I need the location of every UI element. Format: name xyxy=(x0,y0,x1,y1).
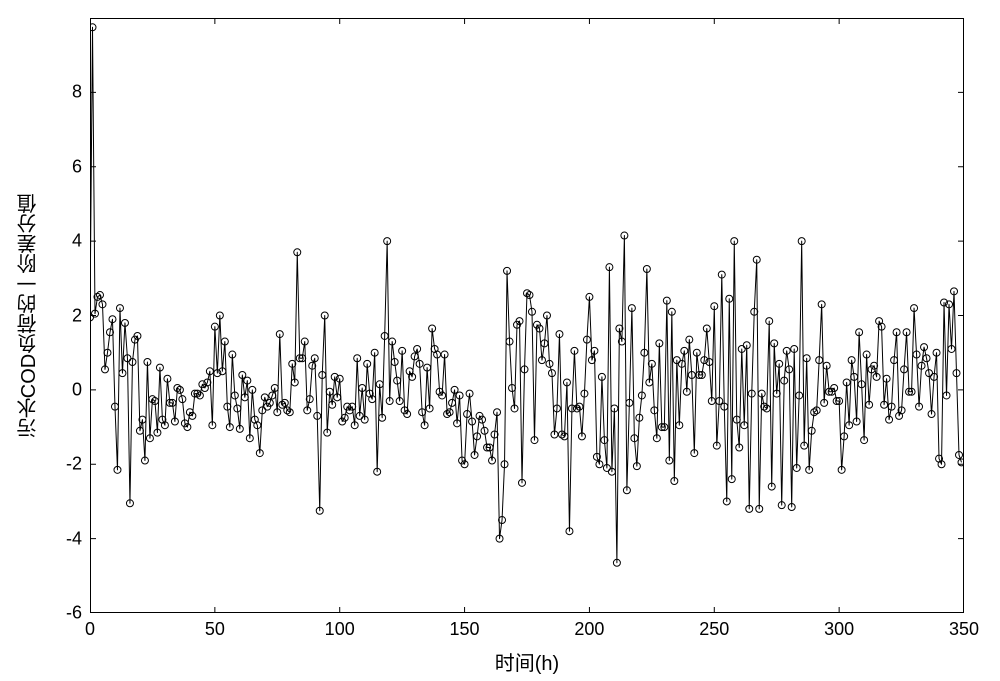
y-tick-label: -2 xyxy=(66,454,82,475)
y-tick-label: 4 xyxy=(72,231,82,252)
x-tick-label: 350 xyxy=(949,619,979,640)
x-tick-label: 250 xyxy=(699,619,729,640)
plot-area xyxy=(90,18,964,613)
y-tick-label: -6 xyxy=(66,603,82,624)
x-tick-label: 150 xyxy=(450,619,480,640)
x-tick-label: 50 xyxy=(205,619,225,640)
y-tick-label: -4 xyxy=(66,528,82,549)
chart-container: 污水COD负荷的一阶差分值 时间(h) 0 50 100 150 200 250 300 35… xyxy=(0,0,1000,681)
y-axis-label: 污水COD负荷的一阶差分值 xyxy=(14,193,43,437)
x-tick-label: 0 xyxy=(85,619,95,640)
plot-box xyxy=(91,19,964,613)
y-tick-label: 0 xyxy=(72,379,82,400)
y-tick-label: 2 xyxy=(72,305,82,326)
y-tick-label: 8 xyxy=(72,82,82,103)
x-tick-label: 300 xyxy=(824,619,854,640)
x-axis-label: 时间(h) xyxy=(495,647,559,676)
x-tick-label: 100 xyxy=(325,619,355,640)
y-tick-label: 6 xyxy=(72,156,82,177)
x-tick-label: 200 xyxy=(574,619,604,640)
